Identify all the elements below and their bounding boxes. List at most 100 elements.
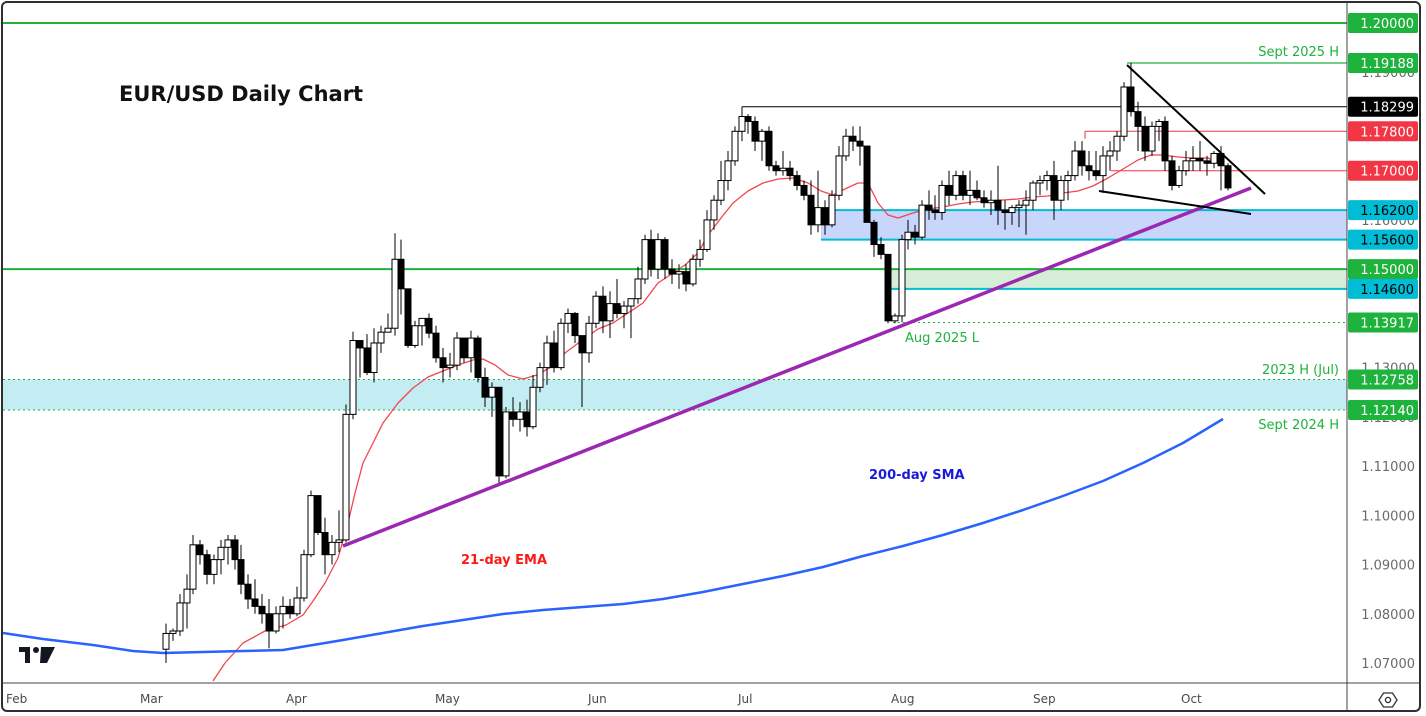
- month-tick-may: May: [435, 692, 460, 706]
- candle-bullish: [342, 413, 350, 541]
- candle-bullish: [279, 605, 287, 615]
- candle-bearish: [460, 337, 468, 359]
- candle-bullish: [217, 546, 225, 561]
- candle-bullish: [557, 322, 565, 369]
- candle-bearish: [613, 303, 621, 314]
- price-tag-1-12140: [1348, 399, 1418, 420]
- candle-bearish: [751, 120, 759, 142]
- price-tag-1-17800: [1348, 121, 1418, 142]
- candle-bullish: [1148, 125, 1156, 152]
- annotation-21-day-ema: 21-day EMA: [461, 553, 547, 568]
- price-tag-label: 1.16200: [1360, 204, 1414, 219]
- month-tick-oct: Oct: [1181, 692, 1202, 706]
- candle-bullish: [335, 539, 343, 543]
- price-tick-1-08000: 1.08000: [1361, 608, 1415, 623]
- price-tag-1-16200: [1348, 200, 1418, 221]
- tradingview-logo-icon[interactable]: [19, 647, 55, 663]
- price-tag-label: 1.17000: [1360, 165, 1414, 180]
- candle-bullish: [696, 248, 704, 260]
- price-tags: 1.20000 1.19188 1.18299 1.17800 1.17000 1.162…: [1348, 13, 1418, 420]
- price-tag-1-19188: [1348, 52, 1418, 73]
- candle-bullish: [307, 495, 315, 556]
- settings-icon[interactable]: [1378, 692, 1398, 708]
- annotations: Sept 2025 H Aug 2025 L 2023 H (Jul) Sept 20…: [461, 45, 1339, 568]
- candle-bearish: [237, 559, 245, 585]
- candle-bearish: [509, 411, 517, 420]
- candle-bullish: [1008, 207, 1016, 214]
- candle-bullish: [758, 130, 766, 142]
- candle-bullish: [1015, 204, 1023, 209]
- candle-bullish: [620, 305, 628, 314]
- price-tag-label: 1.14600: [1360, 283, 1414, 298]
- price-chart[interactable]: EUR/USD Daily Chart Sept 2025 H Aug 2025 …: [3, 3, 1421, 712]
- candle-bullish: [724, 160, 732, 182]
- candle-bearish: [196, 544, 204, 556]
- candle-bullish: [634, 278, 642, 300]
- candle-bearish: [314, 495, 322, 534]
- candle-bullish: [689, 258, 697, 285]
- price-tick-1-10000: 1.10000: [1361, 509, 1415, 524]
- candle-bullish: [814, 207, 822, 226]
- candle-bearish: [1196, 157, 1204, 162]
- candle-bearish: [244, 583, 252, 600]
- price-tick-1-09000: 1.09000: [1361, 559, 1415, 574]
- candle-bullish: [564, 312, 572, 324]
- annotation-sept-2025-h: Sept 2025 H: [1258, 45, 1339, 60]
- candle-bullish: [1175, 170, 1183, 186]
- candle-bullish: [1022, 199, 1030, 206]
- price-tag-label: 1.15600: [1360, 234, 1414, 249]
- lower-wedge-line-line: [1098, 190, 1252, 215]
- candle-bearish: [959, 175, 967, 196]
- candle-bearish: [439, 357, 447, 369]
- chart-title: EUR/USD Daily Chart: [119, 82, 363, 106]
- candle-bullish: [1189, 157, 1197, 162]
- 200-day-sma-line: [3, 417, 1224, 655]
- candle-bullish: [1155, 120, 1163, 127]
- price-tag-label: 1.13917: [1360, 316, 1414, 331]
- candle-bullish: [1029, 182, 1037, 201]
- price-tick-1-11000: 1.11000: [1361, 460, 1415, 475]
- candle-bearish: [397, 258, 405, 290]
- price-tag-1-20000: [1348, 13, 1418, 33]
- candle-bearish: [793, 175, 801, 186]
- time-axis-ticks[interactable]: Feb Mar Apr May Jun Jul Aug Sep Oct: [6, 692, 1202, 706]
- candle-bearish: [231, 539, 239, 561]
- price-tag-label: 1.18299: [1360, 101, 1414, 116]
- candles: [162, 62, 1232, 663]
- candle-bullish: [446, 364, 454, 369]
- candle-bearish: [807, 194, 815, 226]
- candle-bullish: [529, 386, 537, 428]
- candle-bearish: [877, 244, 885, 255]
- candle-bearish: [863, 145, 871, 223]
- candle-bullish: [606, 303, 614, 322]
- month-tick-mar: Mar: [140, 692, 163, 706]
- candle-bearish: [1092, 170, 1100, 177]
- candle-bullish: [592, 295, 600, 324]
- candle-bearish: [661, 239, 669, 270]
- candle-bullish: [779, 167, 787, 172]
- candle-bullish: [1057, 180, 1065, 201]
- candle-bullish: [627, 298, 635, 307]
- candle-bullish: [502, 411, 510, 477]
- candle-bullish: [384, 327, 392, 333]
- price-tag-label: 1.12140: [1360, 404, 1414, 419]
- candle-bearish: [821, 207, 829, 226]
- candle-bullish: [918, 204, 926, 238]
- annotation-sept-2024-h: Sept 2024 H: [1258, 418, 1339, 433]
- zone-1214-1276: [3, 379, 1347, 410]
- candle-bullish: [418, 317, 426, 327]
- candle-bullish: [675, 271, 683, 275]
- candle-bullish: [1099, 155, 1107, 177]
- candle-bullish: [835, 155, 843, 196]
- candle-bearish: [870, 221, 878, 246]
- price-axis-ticks[interactable]: 1.070001.080001.090001.100001.110001.120…: [1361, 66, 1415, 672]
- support-zones: [3, 210, 1347, 410]
- candle-bearish: [911, 231, 919, 238]
- candle-bearish: [599, 295, 607, 322]
- candle-bearish: [425, 317, 433, 334]
- candle-bullish: [516, 411, 524, 420]
- candle-bearish: [1203, 160, 1211, 164]
- candle-bearish: [1168, 160, 1176, 186]
- rising-trendline-line: [342, 186, 1252, 548]
